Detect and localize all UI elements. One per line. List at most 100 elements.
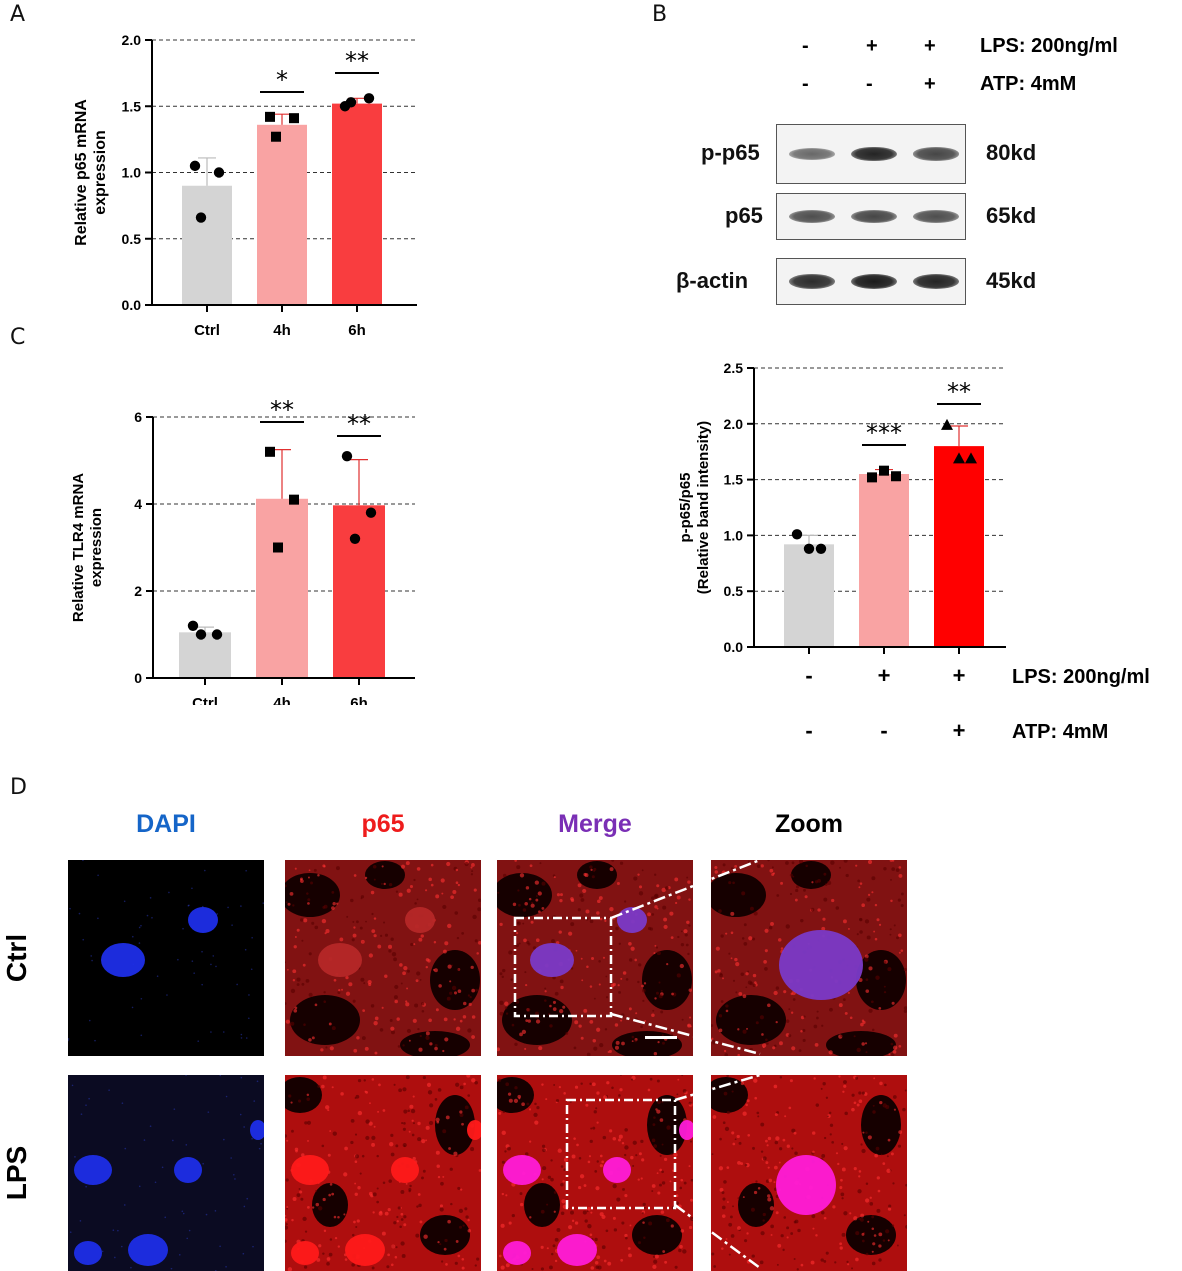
texture-speck (861, 1019, 865, 1022)
texture-speck (844, 1111, 848, 1116)
texture-speck (471, 1078, 476, 1083)
data-point (271, 131, 281, 142)
texture-speck (295, 1149, 298, 1153)
texture-speck (307, 898, 311, 902)
texture-speck (788, 1034, 792, 1038)
bar (934, 446, 984, 647)
blot-band (789, 274, 835, 289)
texture-speck (812, 1150, 815, 1154)
texture-speck (795, 888, 799, 893)
texture-speck (227, 906, 229, 909)
texture-speck (285, 1223, 288, 1226)
texture-speck (740, 1081, 745, 1086)
texture-speck (828, 1050, 833, 1055)
texture-speck (542, 1166, 547, 1171)
texture-speck (285, 961, 286, 964)
texture-speck (331, 891, 335, 894)
texture-speck (413, 943, 416, 946)
texture-speck (396, 1220, 399, 1223)
texture-speck (470, 866, 473, 869)
texture-speck (826, 1115, 829, 1118)
texture-speck (391, 1244, 396, 1249)
texture-speck (549, 1265, 553, 1270)
texture-speck (603, 1259, 607, 1263)
texture-speck (765, 1161, 769, 1165)
texture-speck (663, 917, 668, 922)
texture-speck (434, 1098, 438, 1101)
texture-speck (467, 994, 470, 997)
texture-speck (464, 861, 469, 867)
texture-speck (632, 1164, 635, 1167)
texture-speck (759, 1015, 764, 1020)
texture-speck (651, 1190, 654, 1193)
texture-speck (185, 1144, 188, 1146)
texture-speck (609, 1129, 613, 1133)
texture-speck (441, 892, 444, 895)
texture-speck (285, 901, 288, 904)
texture-speck (334, 1236, 338, 1240)
texture-speck (499, 1000, 504, 1006)
category-label: Ctrl (194, 322, 220, 339)
texture-speck (653, 952, 656, 955)
texture-speck (864, 1042, 868, 1045)
cell-gap (430, 950, 480, 1010)
texture-speck (867, 1220, 870, 1223)
texture-speck (794, 898, 798, 902)
texture-speck (362, 1009, 366, 1012)
texture-speck (889, 933, 892, 936)
texture-speck (533, 1112, 538, 1117)
texture-speck (891, 1224, 895, 1227)
texture-speck (653, 894, 659, 899)
texture-speck (842, 919, 847, 924)
texture-speck (539, 862, 542, 865)
texture-speck (370, 1004, 375, 1008)
micrograph-ctrl-dapi (68, 860, 264, 1056)
texture-speck (554, 991, 559, 996)
texture-speck (767, 1136, 772, 1141)
texture-speck (661, 1170, 664, 1174)
texture-speck (843, 1211, 848, 1216)
texture-speck (79, 1220, 82, 1222)
texture-speck (811, 881, 814, 884)
texture-speck (820, 1087, 823, 1090)
texture-speck (772, 872, 776, 875)
texture-speck (628, 958, 633, 962)
texture-speck (737, 1161, 741, 1165)
texture-speck (449, 991, 453, 995)
texture-speck (862, 1239, 865, 1243)
texture-speck (577, 908, 581, 912)
blot-condition-sign: + (866, 35, 878, 57)
texture-speck (855, 1231, 860, 1236)
texture-speck (322, 905, 326, 909)
texture-speck (866, 935, 871, 940)
texture-speck (843, 860, 848, 863)
texture-speck (902, 1107, 906, 1112)
texture-speck (772, 1046, 776, 1050)
texture-speck (518, 942, 521, 945)
texture-speck (459, 1085, 464, 1090)
texture-speck (889, 860, 894, 862)
texture-speck (448, 1147, 451, 1150)
texture-speck (430, 883, 434, 887)
texture-speck (612, 1183, 617, 1189)
texture-speck (439, 1243, 442, 1246)
texture-speck (631, 1035, 635, 1039)
texture-speck (321, 1144, 325, 1148)
texture-speck (455, 1082, 460, 1087)
texture-speck (785, 924, 790, 929)
texture-speck (307, 902, 310, 905)
y-tick-label: 0.5 (122, 231, 142, 247)
texture-speck (390, 1263, 394, 1267)
texture-speck (670, 1153, 673, 1156)
texture-speck (718, 1028, 723, 1033)
texture-speck (635, 1012, 638, 1015)
texture-speck (556, 1227, 561, 1232)
texture-speck (395, 1144, 399, 1148)
texture-speck (552, 1244, 556, 1248)
texture-speck (585, 1103, 589, 1107)
texture-speck (370, 890, 375, 895)
texture-speck (378, 1083, 381, 1087)
texture-speck (680, 942, 685, 947)
texture-speck (419, 979, 422, 981)
texture-speck (555, 1099, 560, 1103)
